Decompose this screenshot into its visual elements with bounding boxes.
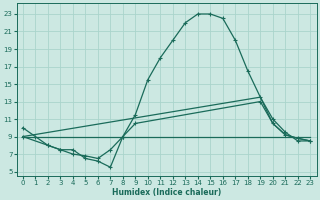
X-axis label: Humidex (Indice chaleur): Humidex (Indice chaleur) <box>112 188 221 197</box>
